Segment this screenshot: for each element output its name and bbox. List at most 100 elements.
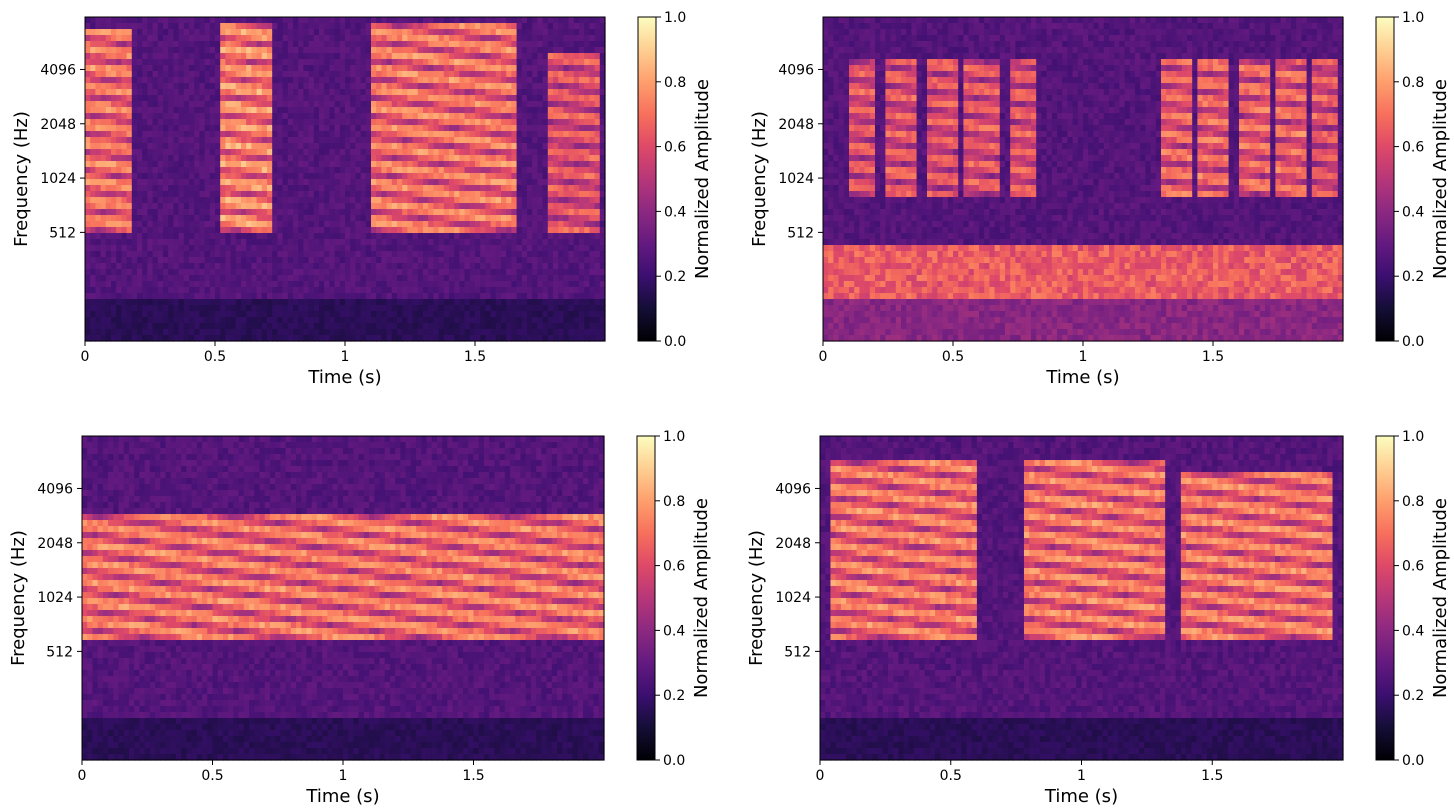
heatmap-cell <box>438 47 445 54</box>
heatmap-cell <box>449 77 455 84</box>
heatmap-cell <box>521 23 528 30</box>
heatmap-cell <box>90 173 96 180</box>
heatmap-cell <box>282 65 289 72</box>
heatmap-cell <box>365 263 372 270</box>
heatmap-cell <box>386 305 393 312</box>
heatmap-cell <box>511 263 518 270</box>
heatmap-cell <box>215 137 221 144</box>
heatmap-cell <box>298 191 304 198</box>
heatmap-cell <box>511 281 518 288</box>
heatmap-cell <box>563 143 570 150</box>
heatmap-cell <box>152 245 159 252</box>
heatmap-cell <box>225 35 232 42</box>
heatmap-cell <box>131 89 138 96</box>
heatmap-cell <box>511 311 518 318</box>
heatmap-cell <box>345 95 351 102</box>
heatmap-cell <box>168 287 174 294</box>
heatmap-cell <box>537 95 544 102</box>
heatmap-cell <box>464 257 471 264</box>
heatmap-cell <box>480 35 486 42</box>
heatmap-cell <box>287 287 294 294</box>
heatmap-cell <box>381 83 388 90</box>
heatmap-cell <box>173 65 180 72</box>
heatmap-cell <box>350 269 356 276</box>
heatmap-cell <box>152 35 159 42</box>
heatmap-cell <box>277 59 284 66</box>
heatmap-cell <box>220 209 226 216</box>
heatmap-cell <box>454 203 460 210</box>
heatmap-cell <box>90 65 96 72</box>
heatmap-cell <box>511 155 518 162</box>
heatmap-cell <box>105 17 112 24</box>
heatmap-cell <box>308 107 315 114</box>
heatmap-cell <box>345 317 351 324</box>
heatmap-cell <box>475 71 481 78</box>
heatmap-cell <box>277 263 284 270</box>
heatmap-cell <box>267 281 273 288</box>
heatmap-cell <box>256 191 263 198</box>
heatmap-cell <box>480 95 486 102</box>
heatmap-cell <box>417 161 424 168</box>
heatmap-cell <box>319 143 325 150</box>
heatmap-cell <box>163 185 169 192</box>
heatmap-cell <box>85 47 91 54</box>
heatmap-cell <box>433 191 440 198</box>
heatmap-cell <box>490 221 497 228</box>
heatmap-cell <box>256 77 263 84</box>
heatmap-cell <box>235 287 242 294</box>
heatmap-cell <box>215 203 221 210</box>
heatmap-cell <box>391 323 398 330</box>
heatmap-cell <box>563 59 570 66</box>
heatmap-cell <box>178 143 185 150</box>
heatmap-cell <box>189 107 195 114</box>
heatmap-cell <box>407 155 414 162</box>
heatmap-cell <box>542 173 549 180</box>
heatmap-cell <box>163 95 169 102</box>
heatmap-cell <box>537 329 544 336</box>
heatmap-cell <box>459 95 466 102</box>
heatmap-cell <box>402 35 408 42</box>
heatmap-cell <box>469 329 476 336</box>
heatmap-cell <box>412 89 419 96</box>
heatmap-cell <box>339 245 346 252</box>
heatmap-cell <box>163 209 169 216</box>
heatmap-cell <box>339 257 346 264</box>
heatmap-cell <box>178 257 185 264</box>
heatmap-cell <box>230 179 237 186</box>
heatmap-cell <box>121 155 128 162</box>
heatmap-cell <box>527 167 533 174</box>
heatmap-cell <box>100 23 107 30</box>
heatmap-cell <box>277 161 284 168</box>
heatmap-cell <box>267 53 273 60</box>
heatmap-cell <box>324 293 330 300</box>
heatmap-cell <box>235 53 242 60</box>
heatmap-cell <box>183 101 190 108</box>
heatmap-cell <box>100 335 107 342</box>
heatmap-cell <box>209 167 216 174</box>
heatmap-cell <box>215 221 221 228</box>
heatmap-cell <box>90 101 96 108</box>
heatmap-cell <box>116 119 122 126</box>
heatmap-cell <box>178 89 185 96</box>
heatmap-cell <box>480 197 486 204</box>
heatmap-cell <box>199 275 206 282</box>
heatmap-cell <box>111 245 117 252</box>
heatmap-cell <box>475 149 481 156</box>
heatmap-cell <box>381 239 388 246</box>
heatmap-cell <box>90 161 96 168</box>
heatmap-cell <box>116 179 122 186</box>
heatmap-cell <box>277 41 284 48</box>
heatmap-cell <box>241 41 247 48</box>
heatmap-cell <box>469 155 476 162</box>
heatmap-cell <box>105 233 112 240</box>
heatmap-cell <box>173 53 180 60</box>
heatmap-cell <box>501 227 507 234</box>
heatmap-cell <box>267 293 273 300</box>
heatmap-cell <box>537 251 544 258</box>
heatmap-cell <box>339 77 346 84</box>
heatmap-cell <box>417 191 424 198</box>
heatmap-cell <box>527 89 533 96</box>
heatmap-cell <box>490 47 497 54</box>
heatmap-cell <box>532 95 538 102</box>
heatmap-cell <box>246 239 252 246</box>
